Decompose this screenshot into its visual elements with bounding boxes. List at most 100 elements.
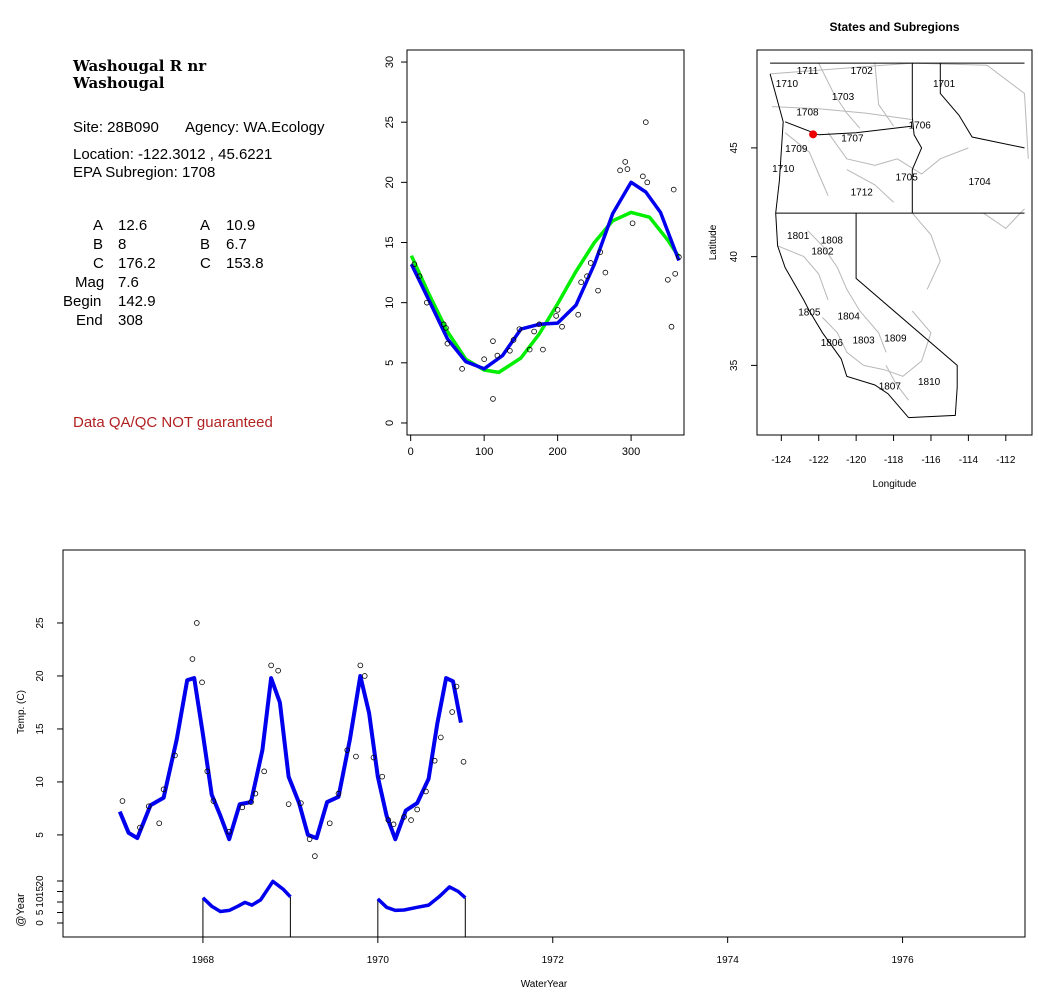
param-value: 7.6 <box>118 274 139 291</box>
subregion-label: 1703 <box>832 92 855 103</box>
x-tick-label: 1974 <box>717 955 740 966</box>
x-tick-label: 200 <box>548 446 566 458</box>
param-label: B <box>93 236 104 253</box>
data-point <box>137 824 143 831</box>
data-point <box>665 276 671 283</box>
data-point <box>261 768 267 775</box>
y-tick-label: 20 <box>35 670 46 682</box>
subregion-boundary <box>807 230 887 353</box>
x-tick-label: 0 <box>408 446 414 458</box>
lon-tick-label: -112 <box>996 455 1016 466</box>
y-tick-label: 25 <box>35 617 46 629</box>
y-tick-label: 25 <box>384 116 396 128</box>
y2-tick-label: 0 <box>35 920 46 926</box>
data-point <box>424 299 430 306</box>
data-point <box>536 321 543 328</box>
param-label: C <box>93 255 104 272</box>
x-tick-label: 300 <box>622 446 640 458</box>
lon-tick-label: -122 <box>809 455 829 466</box>
data-point <box>443 325 449 331</box>
data-point <box>312 853 318 859</box>
data-point <box>622 159 629 165</box>
station-name-line1: Washougal R nr <box>73 57 207 75</box>
lon-tick-label: -120 <box>846 455 866 466</box>
data-point <box>239 804 246 811</box>
timeseries-ylabel: Temp. (C) <box>16 690 27 734</box>
subregion-label: 1802 <box>811 246 834 257</box>
data-point <box>554 307 561 313</box>
data-point <box>553 313 559 319</box>
data-point <box>668 323 675 330</box>
param-label-2: C <box>200 255 211 272</box>
param-value: 142.9 <box>118 293 156 310</box>
subregion-boundary <box>822 317 864 366</box>
subregion-label: 1806 <box>821 338 844 349</box>
data-point <box>597 249 604 255</box>
data-point <box>431 757 438 764</box>
y2-tick-label: 20 <box>35 875 46 887</box>
station-name-line2: Washougal <box>73 74 165 92</box>
data-point <box>490 338 496 344</box>
data-point <box>268 662 274 669</box>
data-point <box>624 166 631 172</box>
state-boundary <box>939 63 1025 149</box>
y-tick-label: 15 <box>35 723 46 735</box>
data-point <box>411 261 418 267</box>
data-point <box>370 754 377 761</box>
temperature-fit-line <box>117 674 463 842</box>
subregion-label: 1805 <box>798 307 821 318</box>
data-point <box>226 828 232 835</box>
lon-tick-label: -124 <box>771 455 791 466</box>
param-value: 12.6 <box>118 217 148 234</box>
data-point <box>275 667 281 674</box>
map-frame <box>756 49 1033 436</box>
param-value: 176.2 <box>118 255 156 272</box>
subregion-boundary <box>770 62 1029 159</box>
y-tick-label: 15 <box>384 236 396 248</box>
subregion-boundary <box>827 132 898 166</box>
y-tick-label: 10 <box>384 297 396 309</box>
subregion-label: 1706 <box>909 120 932 131</box>
data-point <box>510 337 517 343</box>
data-point <box>575 311 581 318</box>
subregion-label: 1710 <box>776 79 799 90</box>
subregion-label: 1810 <box>918 377 941 388</box>
data-point <box>516 326 523 332</box>
data-point <box>642 119 649 125</box>
param-label-2: A <box>200 217 211 234</box>
param-label: A <box>93 217 104 234</box>
state-boundary <box>855 213 958 419</box>
year-fit-line <box>201 879 292 914</box>
data-point <box>326 820 333 827</box>
data-point <box>248 799 254 805</box>
subregion-label: 1709 <box>785 144 808 155</box>
subregion-label: 1711 <box>797 66 819 77</box>
data-point <box>306 836 313 842</box>
y2-tick-label: 10 <box>35 896 46 908</box>
lat-tick-label: 40 <box>729 251 740 263</box>
y-tick-label: 0 <box>384 420 396 426</box>
data-point <box>672 270 678 277</box>
data-point <box>460 758 467 765</box>
data-point <box>595 287 601 294</box>
y-tick-label: 5 <box>35 832 46 838</box>
state-boundary <box>911 63 923 214</box>
subregion-label: 1710 <box>772 164 795 175</box>
data-point <box>584 273 590 279</box>
y-tick-label: 30 <box>384 56 396 68</box>
year-fit-line <box>376 885 467 913</box>
state-boundary <box>784 121 913 136</box>
blue-fit-line <box>409 180 681 371</box>
y-tick-label: 5 <box>384 360 396 366</box>
data-point <box>449 709 455 715</box>
x-tick-label: 1970 <box>367 955 390 966</box>
data-point <box>459 366 465 372</box>
data-point <box>285 801 292 807</box>
subregion-boundary <box>863 310 932 377</box>
map-xlabel: Longitude <box>873 479 917 490</box>
subregion-boundary <box>818 62 861 129</box>
subregion-label: 1701 <box>933 79 956 90</box>
param-value: 8 <box>118 236 127 253</box>
param-label: Begin <box>63 293 102 310</box>
param-label: End <box>76 312 103 329</box>
